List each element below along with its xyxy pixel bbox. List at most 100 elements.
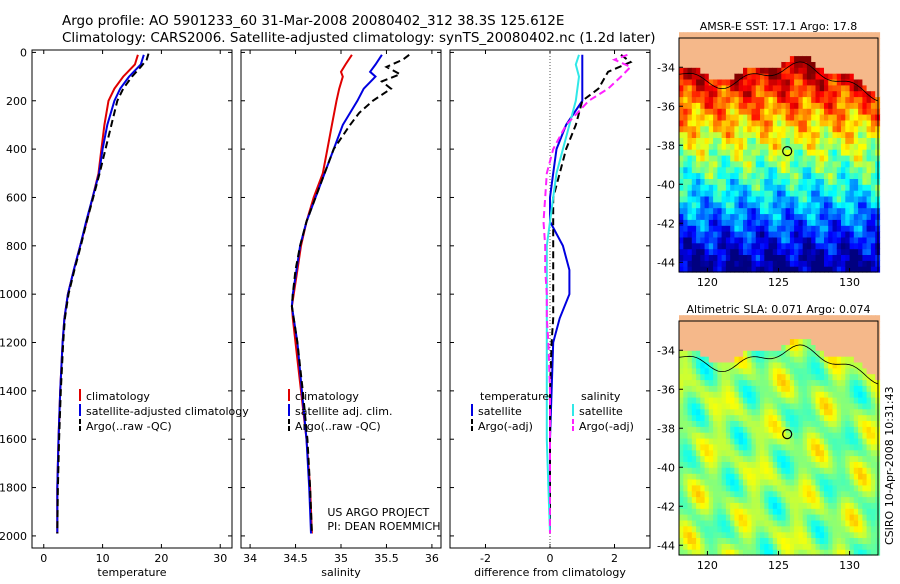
heatmap-cell [811,344,817,351]
heatmap-cell [743,455,748,462]
heatmap-cell [768,490,774,498]
heatmap-cell [696,326,701,334]
heatmap-cell [730,321,736,328]
heatmap-cell [815,379,821,386]
heatmap-cell [798,367,804,375]
heatmap-cell [687,350,693,357]
heatmap-cell [853,67,859,74]
heatmap-cell [798,155,804,162]
heatmap-cell [768,248,774,255]
heatmap-cell [743,49,748,57]
heatmap-cell [862,379,868,386]
heatmap-cell [866,190,872,197]
heatmap-cell [704,490,710,498]
heatmap-cell [815,543,821,550]
heatmap-cell [870,502,876,509]
heatmap-cell [862,178,868,185]
heatmap-cell [853,260,859,267]
heatmap-cell [768,379,774,386]
heatmap-cell [717,225,723,232]
heatmap-cell [713,155,718,162]
heatmap-cell [824,543,829,550]
heatmap-cell [836,236,842,244]
heatmap-cell [679,420,684,427]
heatmap-cell [853,496,859,503]
heatmap-cell [785,362,791,369]
heatmap-cell [772,519,778,527]
heatmap-cell [725,338,731,345]
heatmap-cell [755,402,761,410]
heatmap-cell [832,379,838,386]
heatmap-cell [785,160,791,168]
heatmap-cell [683,397,689,404]
heatmap-cell [849,131,855,138]
heatmap-cell [743,213,748,220]
heatmap-cell [687,420,693,427]
heatmap-cell [747,137,753,144]
heatmap-cell [841,143,846,150]
heatmap-cell [700,344,706,351]
heatmap-cell [819,266,825,273]
heatmap-cell [785,508,791,515]
heatmap-cell [811,326,817,334]
heatmap-cell [691,321,697,328]
heatmap-cell [811,473,817,480]
heatmap-cell [725,321,731,328]
heatmap-cell [828,531,834,538]
heatmap-cell [828,213,834,220]
heatmap-cell [764,43,770,51]
heatmap-cell [683,344,689,351]
heatmap-cell [806,61,812,68]
heatmap-cell [708,321,714,328]
heatmap-cell [717,531,723,538]
heatmap-cell [785,166,791,174]
heatmap-cell [760,496,765,503]
heatmap-cell [824,496,829,503]
heatmap-cell [794,514,799,521]
heatmap-cell [841,461,846,468]
heatmap-cell [858,114,863,121]
heatmap-cell [858,55,863,62]
heatmap-cell [764,321,770,328]
heatmap-cell [858,514,863,521]
heatmap-cell [700,514,706,521]
heatmap-cell [870,254,876,261]
heatmap-cell [721,525,727,533]
heatmap-cell [832,248,838,255]
heatmap-cell [738,155,744,162]
heatmap-cell [768,114,774,121]
heatmap-cell [832,373,838,381]
heatmap-cell [755,549,761,556]
heatmap-cell [862,391,868,398]
heatmap-cell [717,254,723,261]
heatmap-cell [713,160,718,168]
heatmap-cell [845,426,851,433]
heatmap-cell [721,67,727,74]
heatmap-cell [802,79,808,86]
heatmap-cell [815,519,821,527]
heatmap-cell [704,84,710,92]
heatmap-cell [713,391,718,398]
heatmap-cell [687,207,693,215]
heatmap-cell [730,178,736,185]
heatmap-cell [870,508,876,515]
heatmap-cell [747,321,753,328]
heatmap-cell [713,473,718,480]
heatmap-cell [866,242,872,250]
heatmap-cell [738,350,744,357]
heatmap-cell [704,367,710,375]
heatmap-cell [828,473,834,480]
heatmap-cell [785,338,791,345]
heatmap-cell [815,549,821,556]
heatmap-cell [700,519,706,527]
heatmap-cell [708,426,714,433]
heatmap-cell [832,266,838,273]
heatmap-cell [772,67,778,74]
heatmap-cell [819,231,825,238]
heatmap-cell [824,420,829,427]
heatmap-cell [760,219,765,226]
heatmap-cell [845,96,851,103]
heatmap-cell [798,362,804,369]
heatmap-cell [683,61,689,68]
